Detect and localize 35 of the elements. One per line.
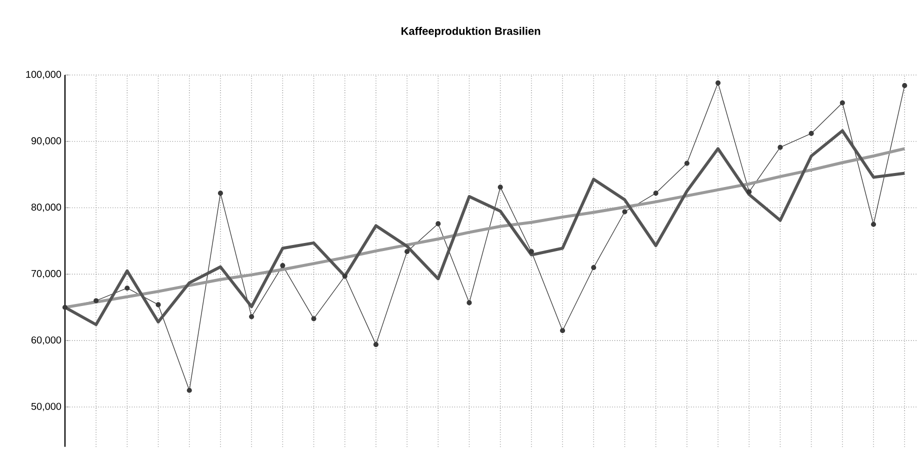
point (528, 249, 534, 254)
point (591, 265, 596, 270)
point (94, 298, 99, 304)
point (186, 388, 192, 394)
y-tick-label: 60,000 (31, 336, 62, 345)
chart-title: Kaffeeproduktion Brasilien (402, 27, 540, 38)
point (622, 209, 628, 214)
point (902, 83, 908, 88)
point (342, 274, 348, 279)
point (249, 314, 254, 320)
y-tick-label: 90,000 (31, 137, 62, 146)
point (404, 249, 410, 254)
point (156, 302, 161, 308)
point (653, 190, 658, 196)
point (715, 80, 721, 86)
point (280, 263, 286, 268)
point (436, 221, 441, 226)
point (778, 144, 783, 150)
point (840, 100, 845, 106)
point (808, 131, 814, 136)
y-tick-label: 70,000 (32, 270, 62, 278)
point (746, 189, 752, 195)
point (560, 328, 566, 334)
y-tick-label: 100,000 (26, 71, 62, 80)
point (498, 184, 503, 190)
point (218, 190, 224, 196)
point (466, 300, 472, 306)
point (870, 222, 876, 228)
point (684, 160, 690, 166)
point (62, 304, 68, 310)
point (311, 316, 316, 322)
y-tick-label: 50,000 (31, 403, 62, 412)
point (373, 342, 378, 348)
point (124, 286, 130, 291)
y-tick-label: 80,000 (31, 204, 62, 212)
